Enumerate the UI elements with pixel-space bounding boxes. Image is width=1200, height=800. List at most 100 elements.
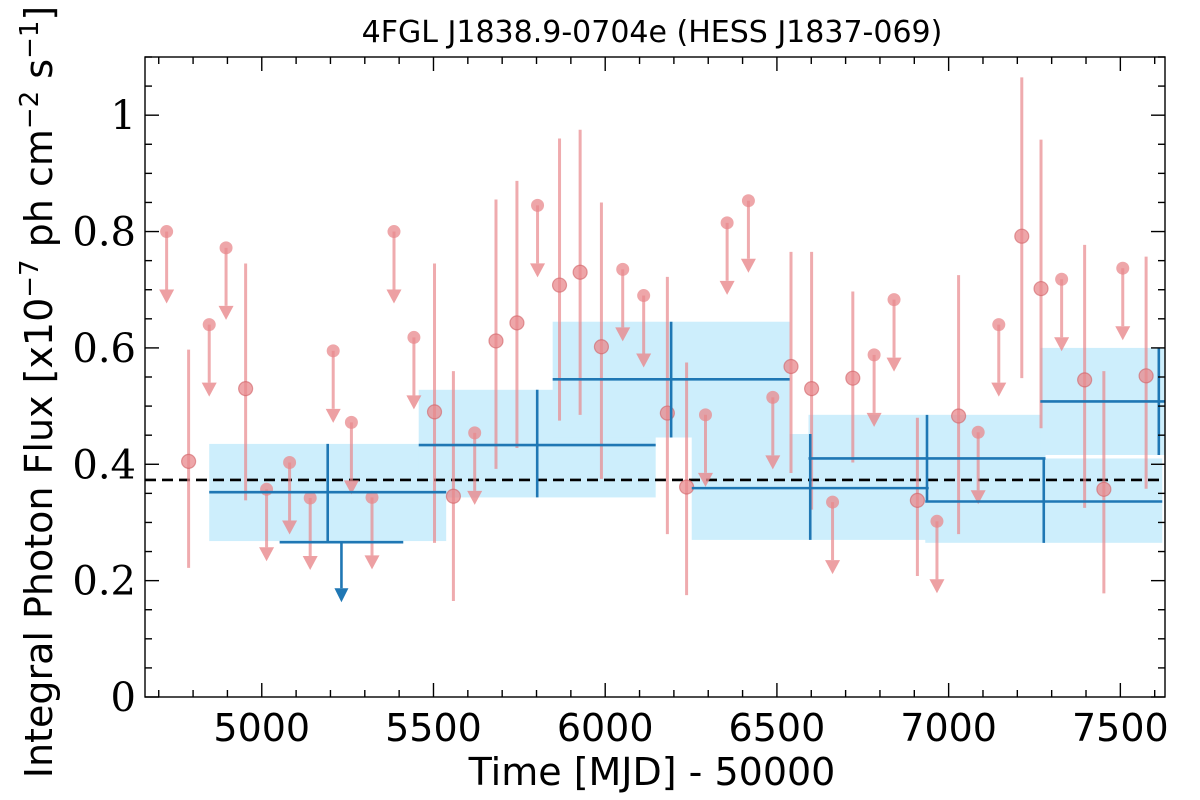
short-bin-upper-limit-arrow xyxy=(282,520,298,535)
short-bin-upper-limit-arrow xyxy=(259,547,275,562)
x-tick-label: 5500 xyxy=(385,706,482,750)
short-bin-point xyxy=(678,479,695,495)
short-bin-upper-limit-arrow xyxy=(1054,337,1070,352)
short-bin-upper-limit-point xyxy=(283,456,297,470)
short-bin-point xyxy=(783,358,799,375)
short-bin-upper-limit-point xyxy=(1055,272,1069,286)
axis-ticks xyxy=(145,56,1165,698)
short-bin-upper-limit-arrow xyxy=(1115,326,1131,341)
short-bin-upper-limit-point xyxy=(219,241,233,255)
y-axis-label-exp: −7 xyxy=(15,259,45,297)
x-tick-label: 6500 xyxy=(729,706,826,750)
short-bin-upper-limit-point xyxy=(616,262,630,276)
short-bin-upper-limit-point xyxy=(1116,261,1130,275)
short-bin-point xyxy=(950,408,967,424)
y-tick-label: 0 xyxy=(111,675,136,721)
short-bin-upper-limit-point xyxy=(202,318,216,332)
short-bin-upper-limit-point xyxy=(637,289,651,303)
short-bin-upper-limit-point xyxy=(698,408,712,422)
short-bin-upper-limit-point xyxy=(387,225,401,239)
chart-title: 4FGL J1838.9-0704e (HESS J1837-069) xyxy=(362,15,943,50)
short-bin-upper-limit-point xyxy=(326,344,340,358)
short-bin-upper-limit-arrow xyxy=(697,472,713,487)
x-axis-label: Time [MJD] - 50000 xyxy=(468,750,836,794)
short-bin-point xyxy=(488,333,504,349)
short-bin-upper-limit-point xyxy=(741,194,755,208)
x-tick-label: 7500 xyxy=(1072,706,1169,750)
y-tick-label: 0.2 xyxy=(72,559,136,605)
short-bin-upper-limit-arrow xyxy=(615,327,631,342)
short-bin-point xyxy=(445,488,462,504)
short-bin-upper-limit-arrow xyxy=(866,412,882,427)
short-bin-upper-limit-point xyxy=(407,330,421,344)
short-bin-point xyxy=(551,277,568,293)
short-bin-upper-limit-arrow xyxy=(218,305,234,320)
short-bin-upper-limit-arrow xyxy=(530,263,546,278)
y-tick-label: 1 xyxy=(111,93,136,139)
short-bin-point xyxy=(1138,368,1154,384)
y-axis-label-exp: −2 xyxy=(15,91,45,129)
x-tick-label: 5000 xyxy=(213,706,310,750)
short-bin-upper-limit-arrow xyxy=(201,382,217,397)
x-tick-label: 7000 xyxy=(900,706,997,750)
y-axis-label-part: ] xyxy=(17,6,61,21)
short-bin-upper-limit-arrow xyxy=(825,560,841,575)
y-axis-label-part: s xyxy=(17,59,61,91)
short-bin-point xyxy=(238,381,254,397)
short-bin-upper-limit-point xyxy=(887,293,901,307)
short-bin-point xyxy=(909,492,925,508)
short-bin-upper-limit-point xyxy=(971,425,985,439)
x-tick-labels: 5000 5500 6000 6500 7000 7500 xyxy=(213,706,1168,750)
short-bin-upper-limit-arrow xyxy=(636,353,652,368)
short-bin-upper-limit-point xyxy=(867,348,881,362)
short-bin-point xyxy=(572,264,588,280)
short-bin-upper-limit-arrow xyxy=(991,382,1007,397)
short-bin-upper-limit-arrow xyxy=(765,455,781,470)
short-bin-upper-limit-arrow xyxy=(886,357,902,372)
short-bin-upper-limit-point xyxy=(160,225,174,239)
y-axis-label: Integral Photon Flux [x10−7 ph cm−2 s−1] xyxy=(15,6,61,779)
short-bin-upper-limit-arrow xyxy=(406,395,422,410)
short-bin-point xyxy=(804,381,820,397)
short-bin-upper-limit-point xyxy=(720,216,734,230)
long-bin-upper-limit-arrow xyxy=(334,588,349,603)
short-bin-upper-limit-point xyxy=(260,482,274,496)
y-axis-label-exp: −1 xyxy=(15,21,45,59)
y-tick-labels: 0 0.2 0.4 0.6 0.8 1 xyxy=(72,93,136,721)
short-bin-point xyxy=(1014,228,1030,244)
y-tick-label: 0.4 xyxy=(72,442,136,488)
short-bin-upper-limit-arrow xyxy=(159,289,175,304)
short-bin-upper-limit-point xyxy=(826,495,840,509)
y-axis-label-part: ph cm xyxy=(17,129,61,259)
short-bin-point xyxy=(1077,372,1093,388)
plot-area xyxy=(145,77,1165,603)
long-bin-points xyxy=(209,321,1165,603)
short-bin-upper-limit-point xyxy=(468,426,482,440)
short-bin-upper-limit-arrow xyxy=(740,258,756,273)
short-bin-point xyxy=(845,370,861,386)
short-bin-upper-limit-arrow xyxy=(970,490,986,505)
short-bin-point xyxy=(181,453,197,469)
short-bin-upper-limit-arrow xyxy=(325,408,341,423)
short-bin-upper-limit-arrow xyxy=(343,480,359,495)
y-tick-label: 0.8 xyxy=(72,210,136,256)
short-bin-point xyxy=(1033,280,1049,297)
y-axis-label-part: Integral Photon Flux [x10 xyxy=(17,298,61,779)
short-bin-point xyxy=(593,339,610,355)
short-bin-upper-limit-point xyxy=(930,514,944,528)
short-bin-upper-limit-arrow xyxy=(364,555,380,570)
short-bin-upper-limit-arrow xyxy=(386,289,402,304)
short-bin-upper-limit-point xyxy=(303,491,317,505)
x-tick-label: 6000 xyxy=(557,706,654,750)
short-bin-upper-limit-point xyxy=(531,198,545,212)
short-bin-upper-limit-point xyxy=(365,490,379,504)
short-bin-upper-limit-point xyxy=(992,318,1006,332)
short-bin-upper-limit-point xyxy=(766,390,780,404)
short-bin-upper-limit-arrow xyxy=(467,490,483,505)
short-bin-points xyxy=(159,77,1154,601)
short-bin-upper-limit-arrow xyxy=(302,556,318,571)
y-tick-label: 0.6 xyxy=(72,326,136,372)
short-bin-point xyxy=(509,315,525,331)
short-bin-upper-limit-point xyxy=(344,415,358,429)
